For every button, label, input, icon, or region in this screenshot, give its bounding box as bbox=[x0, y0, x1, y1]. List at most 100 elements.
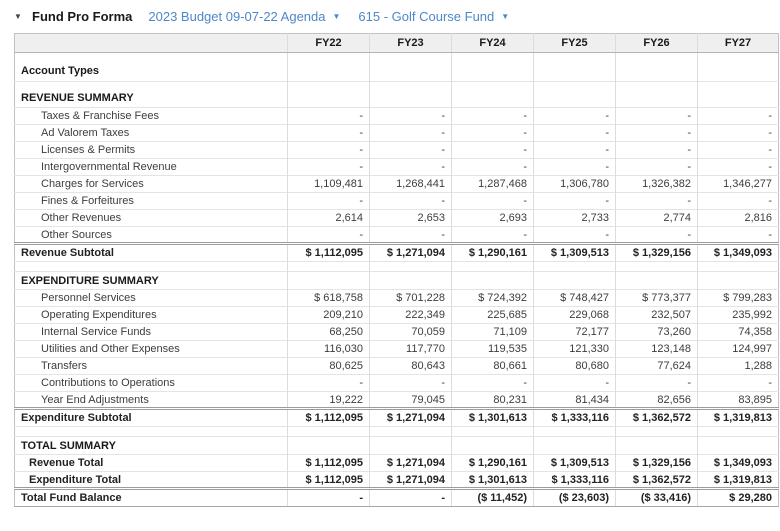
table-row: Charges for Services 1,109,481 1,268,441 1,… bbox=[14, 175, 779, 193]
row-label: REVENUE SUMMARY bbox=[14, 81, 288, 108]
row-label: Revenue Subtotal bbox=[14, 242, 288, 262]
row-label bbox=[14, 426, 288, 437]
table-row bbox=[14, 426, 779, 437]
row-value: $ 1,112,095 bbox=[287, 407, 370, 427]
table-row: Licenses & Permits - - - - - - bbox=[14, 141, 779, 159]
row-value bbox=[287, 271, 370, 290]
row-value: 2,653 bbox=[369, 209, 452, 227]
row-value: $ 1,112,095 bbox=[287, 242, 370, 262]
row-value: - bbox=[287, 107, 370, 125]
row-value: $ 1,271,094 bbox=[369, 471, 452, 489]
row-value bbox=[697, 271, 779, 290]
table-row: Other Sources - - - - - - bbox=[14, 226, 779, 244]
row-value: - bbox=[533, 107, 616, 125]
row-value bbox=[615, 52, 698, 82]
row-value: - bbox=[369, 374, 452, 392]
column-header: FY22 bbox=[287, 33, 370, 53]
table-row: Personnel Services $ 618,758 $ 701,228 $ 72… bbox=[14, 289, 779, 307]
row-value: - bbox=[615, 192, 698, 210]
row-value: - bbox=[615, 158, 698, 176]
page-title: Fund Pro Forma bbox=[32, 9, 133, 24]
table-row: TOTAL SUMMARY bbox=[14, 436, 779, 455]
row-value bbox=[697, 436, 779, 455]
row-value: - bbox=[615, 107, 698, 125]
row-value: $ 1,349,093 bbox=[697, 454, 779, 472]
row-value: 68,250 bbox=[287, 323, 370, 341]
row-value: - bbox=[697, 124, 779, 142]
row-value: 229,068 bbox=[533, 306, 616, 324]
fund-table-body: Account Types REVENUE SUMMARY Taxes & Fran… bbox=[14, 52, 779, 507]
row-value: - bbox=[533, 226, 616, 244]
row-value: 19,222 bbox=[287, 391, 370, 409]
row-value bbox=[369, 52, 452, 82]
row-value: 121,330 bbox=[533, 340, 616, 358]
table-row: Fines & Forfeitures - - - - - - bbox=[14, 192, 779, 210]
row-value: - bbox=[451, 374, 534, 392]
row-label: Expenditure Total bbox=[14, 471, 288, 489]
row-value: $ 1,290,161 bbox=[451, 242, 534, 262]
row-value bbox=[533, 426, 616, 437]
fund-selector-dropdown[interactable]: 615 - Golf Course Fund ▼ bbox=[358, 9, 509, 24]
row-value: $ 1,301,613 bbox=[451, 407, 534, 427]
row-value: - bbox=[369, 158, 452, 176]
row-value: - bbox=[533, 374, 616, 392]
row-value: $ 1,271,094 bbox=[369, 407, 452, 427]
row-label: Other Sources bbox=[14, 226, 288, 244]
row-value: - bbox=[369, 124, 452, 142]
row-value: $ 1,319,813 bbox=[697, 407, 779, 427]
table-row: EXPENDITURE SUMMARY bbox=[14, 271, 779, 290]
row-value bbox=[615, 261, 698, 272]
row-value: 1,288 bbox=[697, 357, 779, 375]
row-value bbox=[697, 261, 779, 272]
table-row: Account Types bbox=[14, 52, 779, 82]
row-value bbox=[451, 81, 534, 108]
row-value bbox=[533, 81, 616, 108]
row-value: $ 1,329,156 bbox=[615, 242, 698, 262]
row-value: - bbox=[287, 141, 370, 159]
title-bar: ▼ Fund Pro Forma 2023 Budget 09-07-22 Ag… bbox=[0, 0, 780, 33]
row-label bbox=[14, 261, 288, 272]
collapse-caret-icon[interactable]: ▼ bbox=[14, 12, 22, 21]
row-value bbox=[533, 52, 616, 82]
row-value bbox=[287, 81, 370, 108]
row-label: Transfers bbox=[14, 357, 288, 375]
row-label: Licenses & Permits bbox=[14, 141, 288, 159]
row-label: Year End Adjustments bbox=[14, 391, 288, 409]
row-label: EXPENDITURE SUMMARY bbox=[14, 271, 288, 290]
table-row: Total Fund Balance - - ($ 11,452) ($ 23,603)… bbox=[14, 487, 779, 507]
row-value: - bbox=[533, 124, 616, 142]
row-value: 80,680 bbox=[533, 357, 616, 375]
row-value: 71,109 bbox=[451, 323, 534, 341]
row-value: 80,661 bbox=[451, 357, 534, 375]
row-value: 77,624 bbox=[615, 357, 698, 375]
row-label: Revenue Total bbox=[14, 454, 288, 472]
table-row bbox=[14, 261, 779, 272]
row-value: $ 1,112,095 bbox=[287, 454, 370, 472]
table-row: Other Revenues 2,614 2,653 2,693 2,733 2,774 2… bbox=[14, 209, 779, 227]
row-label: Operating Expenditures bbox=[14, 306, 288, 324]
row-value: - bbox=[615, 226, 698, 244]
row-value: $ 773,377 bbox=[615, 289, 698, 307]
table-row: Year End Adjustments 19,222 79,045 80,231 81… bbox=[14, 391, 779, 409]
row-value: - bbox=[697, 158, 779, 176]
row-label: Total Fund Balance bbox=[14, 487, 288, 507]
row-value: $ 1,271,094 bbox=[369, 454, 452, 472]
fund-pro-forma-table: FY22 FY23 FY24 FY25 FY26 FY27 Account Types RE… bbox=[14, 33, 779, 507]
table-row: Taxes & Franchise Fees - - - - - - bbox=[14, 107, 779, 125]
row-value: ($ 23,603) bbox=[533, 487, 616, 507]
row-label: Personnel Services bbox=[14, 289, 288, 307]
row-value: - bbox=[533, 141, 616, 159]
row-value: - bbox=[451, 124, 534, 142]
row-value: $ 748,427 bbox=[533, 289, 616, 307]
table-row: Revenue Subtotal $ 1,112,095 $ 1,271,094 $ … bbox=[14, 242, 779, 262]
row-value: - bbox=[697, 374, 779, 392]
table-header-row: FY22 FY23 FY24 FY25 FY26 FY27 bbox=[14, 33, 779, 53]
table-row: Operating Expenditures 209,210 222,349 225,… bbox=[14, 306, 779, 324]
row-label: TOTAL SUMMARY bbox=[14, 436, 288, 455]
row-value: 124,997 bbox=[697, 340, 779, 358]
budget-selector-dropdown[interactable]: 2023 Budget 09-07-22 Agenda ▼ bbox=[148, 9, 340, 24]
budget-selector-label: 2023 Budget 09-07-22 Agenda bbox=[148, 9, 326, 24]
row-value: 209,210 bbox=[287, 306, 370, 324]
row-value: 1,109,481 bbox=[287, 175, 370, 193]
row-label: Expenditure Subtotal bbox=[14, 407, 288, 427]
